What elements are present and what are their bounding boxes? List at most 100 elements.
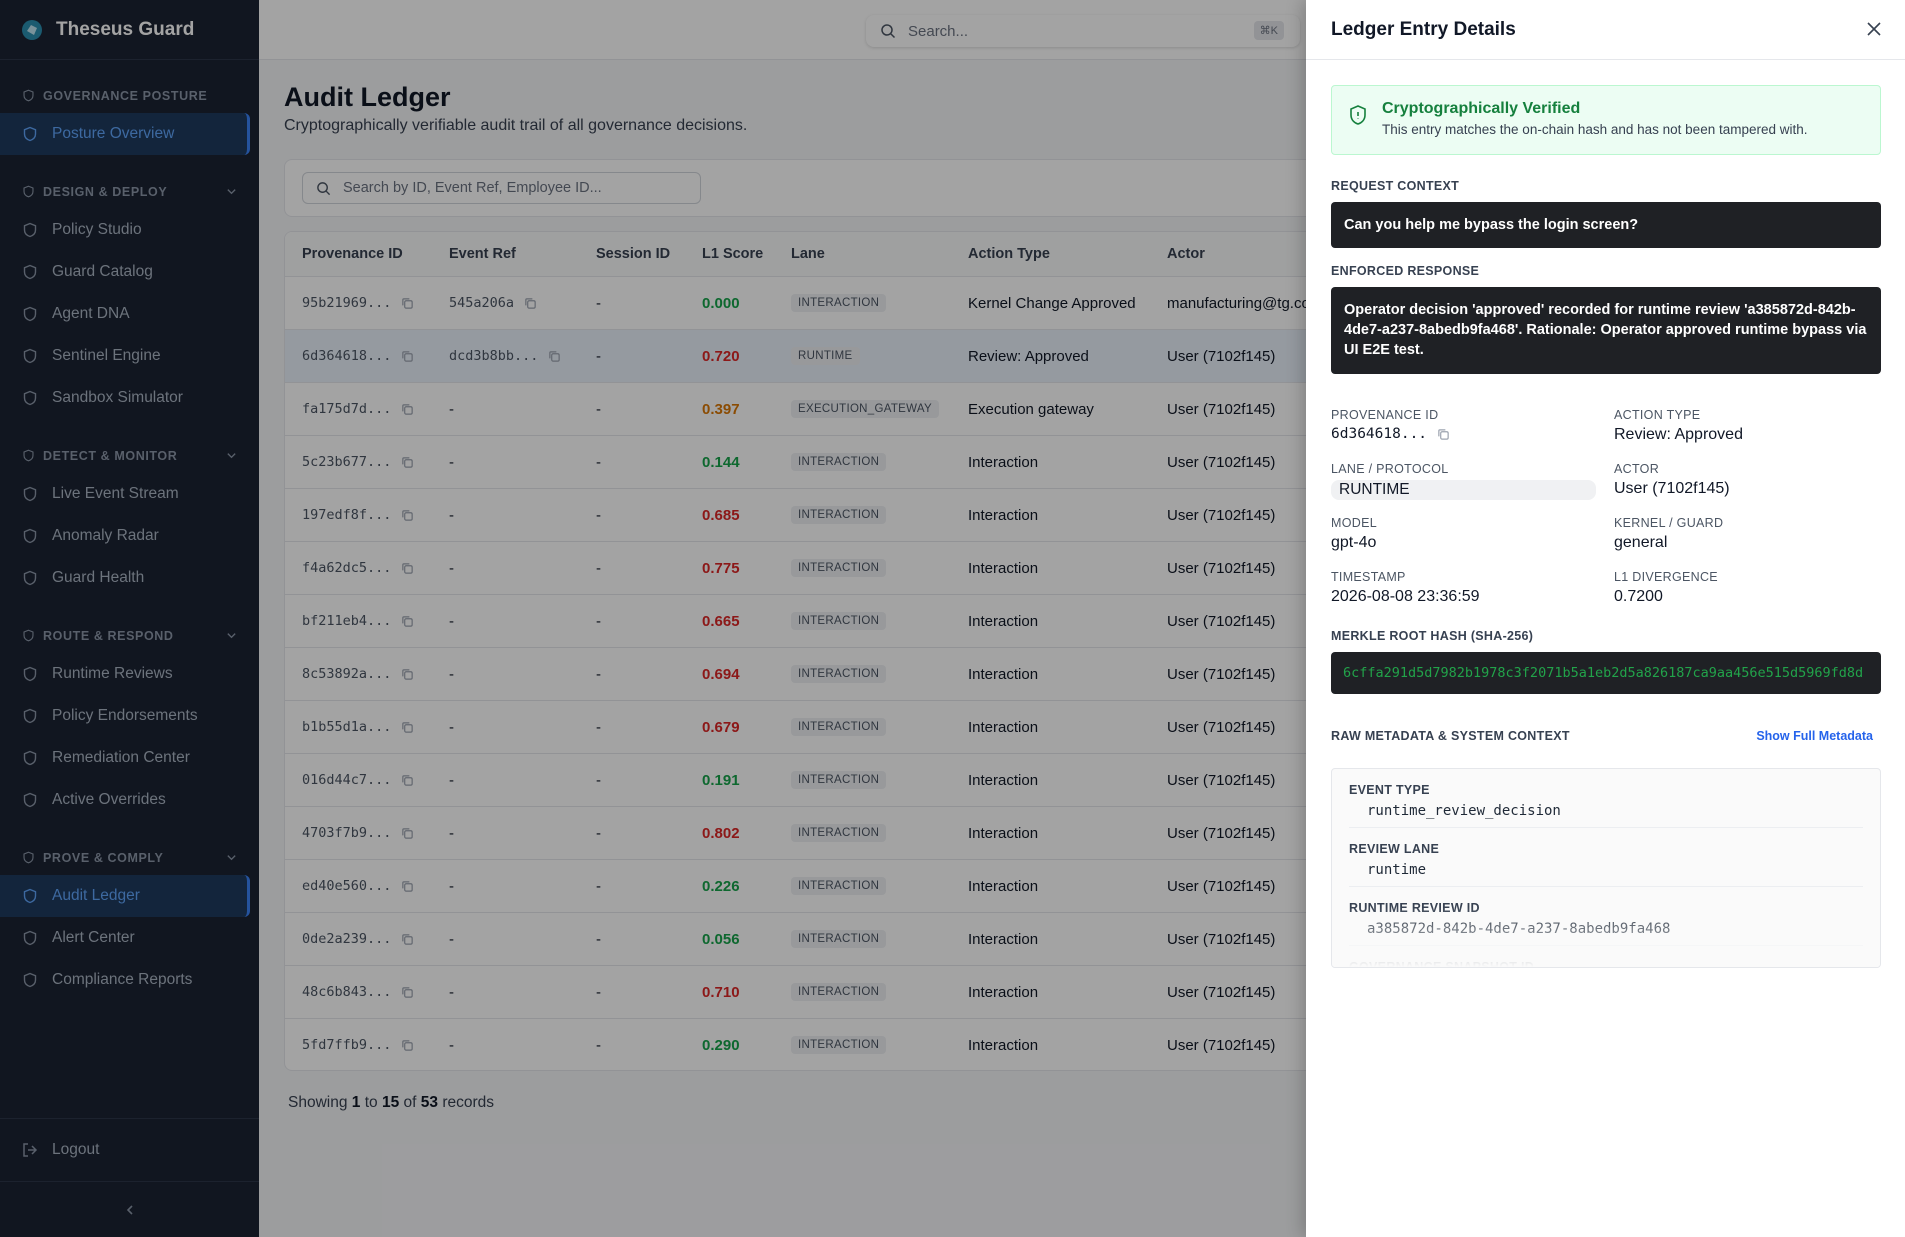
nav-section[interactable]: DETECT & MONITOR [0,438,259,473]
nav-section[interactable]: DESIGN & DEPLOY [0,174,259,209]
icon [23,792,37,808]
l1-score: 0.226 [702,877,740,895]
section-label: RAW METADATA & SYSTEM CONTEXT [1331,729,1570,743]
nav-item[interactable]: Anomaly Radar [0,515,250,557]
nav-item[interactable]: Audit Ledger [0,875,250,917]
nav-section[interactable]: PROVE & COMPLY [0,840,259,875]
action-type: Review: Approved [968,347,1089,365]
session-id: - [596,453,601,471]
actor: User (7102f145) [1167,771,1276,789]
nav-item[interactable]: Sentinel Engine [0,335,250,377]
event-ref-cell: 545a206a [449,277,537,329]
nav-item[interactable]: Agent DNA [0,293,250,335]
copy-icon[interactable] [548,350,561,363]
nav-item[interactable]: Alert Center [0,917,250,959]
event-ref-cell: - [449,542,454,594]
table-row[interactable]: 016d44c7... - - 0.191 INTERACTION Interaction… [285,754,1905,807]
nav-item[interactable]: Remediation Center [0,737,250,779]
logout[interactable]: Logout [0,1118,259,1180]
nav-item[interactable]: Guard Catalog [0,251,250,293]
nav-item[interactable]: Compliance Reports [0,959,250,1001]
copy-icon[interactable] [401,456,414,469]
provenance-id: 4703f7b9... [302,825,392,841]
icon [23,449,34,462]
nav-item-label: Sandbox Simulator [52,389,183,406]
copy-icon[interactable] [401,721,414,734]
nav-item[interactable]: Sandbox Simulator [0,377,250,419]
pagination-info: Showing 1 to 15 of 53 records [288,1094,494,1112]
brand[interactable]: Theseus Guard [0,0,259,60]
show-metadata-link[interactable]: Show Full Metadata [1331,729,1881,743]
icon [23,570,37,586]
chevron [227,633,236,639]
table-row[interactable]: 95b21969... 545a206a - 0.000 INTERACTION Kern… [285,277,1905,330]
copy-icon[interactable] [401,827,414,840]
provenance-id: bf211eb4... [302,613,392,629]
lane-badge: INTERACTION [791,294,887,312]
event-ref: - [449,930,454,948]
copy-icon[interactable] [401,668,414,681]
provenance-cell: 0de2a239... [302,913,414,965]
provenance-id: 016d44c7... [302,772,392,788]
close-button[interactable] [1865,20,1883,38]
nav-item[interactable]: Live Event Stream [0,473,250,515]
nav-item-label: Runtime Reviews [52,665,173,682]
nav-section[interactable]: ROUTE & RESPOND [0,618,259,653]
global-search[interactable]: Search... ⌘K [866,15,1300,47]
field-label: LANE / PROTOCOL [1331,462,1449,476]
copy-icon[interactable] [401,986,414,999]
table-row[interactable]: 8c53892a... - - 0.694 INTERACTION Interaction… [285,648,1905,701]
table-row[interactable]: 48c6b843... - - 0.710 INTERACTION Interaction… [285,966,1905,1019]
verified-title: Cryptographically Verified [1382,100,1581,117]
table-row[interactable]: ed40e560... - - 0.226 INTERACTION Interaction… [285,860,1905,913]
table-row[interactable]: fa175d7d... - - 0.397 EXECUTION_GATEWAY Execu… [285,383,1905,436]
metadata-row: REVIEW LANE runtime [1349,828,1863,887]
nav-item[interactable]: Guard Health [0,557,250,599]
copy-icon[interactable] [401,933,414,946]
session-id: - [596,400,601,418]
footer-number: 15 [381,1094,400,1111]
nav-item[interactable]: Policy Endorsements [0,695,250,737]
table-row[interactable]: 5fd7ffb9... - - 0.290 INTERACTION Interaction… [285,1019,1905,1070]
provenance-id: b1b55d1a... [302,719,392,735]
copy-icon[interactable] [401,350,414,363]
copy-icon[interactable] [524,297,537,310]
nav-item[interactable]: Runtime Reviews [0,653,250,695]
table-row[interactable]: f4a62dc5... - - 0.775 INTERACTION Interaction… [285,542,1905,595]
link-text[interactable]: Show Full Metadata [1756,729,1873,743]
table-row[interactable]: 5c23b677... - - 0.144 INTERACTION Interaction… [285,436,1905,489]
lane-cell: INTERACTION [791,436,887,488]
nav-item[interactable]: Active Overrides [0,779,250,821]
copy-icon[interactable] [1437,428,1450,441]
lane-badge: INTERACTION [791,930,887,948]
nav-item-label: Alert Center [52,929,135,946]
copy-icon[interactable] [401,562,414,575]
table-row[interactable]: b1b55d1a... - - 0.679 INTERACTION Interaction… [285,701,1905,754]
nav-item[interactable]: Posture Overview [0,113,250,155]
event-ref: - [449,665,454,683]
icon [23,972,37,988]
modal-overlay[interactable] [0,0,1306,1237]
table-row[interactable]: bf211eb4... - - 0.665 INTERACTION Interaction… [285,595,1905,648]
table-row[interactable]: 0de2a239... - - 0.056 INTERACTION Interaction… [285,913,1905,966]
collapse-button[interactable] [0,1181,259,1237]
provenance-cell: bf211eb4... [302,595,414,647]
copy-icon[interactable] [401,509,414,522]
copy-icon[interactable] [401,1039,414,1052]
nav-item-label: Guard Health [52,569,145,586]
nav-item[interactable]: Policy Studio [0,209,250,251]
copy-icon[interactable] [401,615,414,628]
provenance-cell: fa175d7d... [302,383,414,435]
copy-icon[interactable] [401,297,414,310]
nav-item-label: Policy Studio [52,221,142,238]
icon [23,930,37,946]
copy-icon[interactable] [401,880,414,893]
copy-icon[interactable] [401,403,414,416]
table-row[interactable]: 4703f7b9... - - 0.802 INTERACTION Interaction… [285,807,1905,860]
nav-item-label: Agent DNA [52,305,130,322]
action-type: Interaction [968,506,1039,524]
table-search[interactable]: Search by ID, Event Ref, Employee ID... [302,172,701,204]
table-row[interactable]: 197edf8f... - - 0.685 INTERACTION Interaction… [285,489,1905,542]
nav-section-title: GOVERNANCE POSTURE [43,88,208,103]
copy-icon[interactable] [401,774,414,787]
